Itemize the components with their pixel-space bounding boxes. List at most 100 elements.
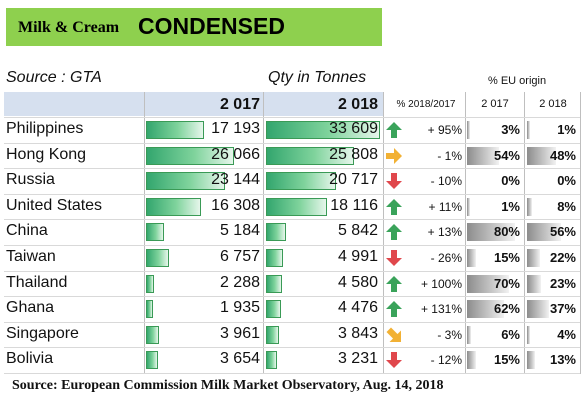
eu-origin-2018: 48% (549, 148, 576, 163)
grid-hline (4, 143, 580, 144)
change-percent: - 12% (430, 353, 462, 367)
change-percent: + 131% (420, 302, 462, 316)
grid-hline (4, 347, 580, 348)
country-name: Bolivia (6, 350, 54, 367)
bar-2018 (266, 147, 354, 165)
arrow-diagonal-down-icon (385, 326, 403, 344)
value-2018: 4 580 (337, 274, 378, 291)
footer-source: Source: European Commission Milk Market … (12, 378, 444, 393)
eu-share-bar-2018 (527, 147, 556, 165)
bar-2018 (266, 351, 277, 369)
value-2017: 3 961 (219, 325, 260, 342)
grid-vline (524, 92, 525, 374)
bar-2018 (266, 326, 279, 344)
grid-vline (465, 92, 466, 374)
country-name: Taiwan (6, 248, 56, 265)
bar-2017 (146, 147, 234, 165)
eu-share-bar-2018 (527, 275, 541, 293)
bar-2017 (146, 249, 169, 267)
eu-origin-2017: 0% (501, 173, 520, 188)
header-eu-2018: 2 018 (539, 98, 567, 110)
bar-2018 (266, 300, 281, 318)
bar-2017 (146, 351, 158, 369)
eu-share-bar-2017 (467, 121, 470, 139)
value-2017: 1 935 (219, 299, 260, 316)
eu-share-bar-2017 (467, 249, 476, 267)
change-percent: + 13% (427, 225, 462, 239)
arrow-down-icon (385, 249, 403, 267)
table-row: China 5 184 5 842 + 13% 80% 56% (0, 220, 584, 245)
eu-origin-2017: 1% (501, 199, 520, 214)
eu-origin-2018: 56% (549, 224, 576, 239)
eu-share-bar-2018 (527, 223, 561, 241)
value-2018: 3 231 (337, 350, 378, 367)
eu-share-bar-2018 (527, 326, 530, 344)
eu-origin-2017: 62% (493, 301, 520, 316)
title-product: Milk & Cream (18, 19, 120, 36)
change-percent: + 100% (420, 277, 462, 291)
title-category: CONDENSED (138, 13, 285, 39)
eu-origin-2017: 15% (493, 352, 520, 367)
arrow-down-icon (385, 351, 403, 369)
eu-share-bar-2017 (467, 198, 470, 216)
eu-origin-2018: 4% (557, 327, 576, 342)
eu-origin-2017: 54% (493, 148, 520, 163)
value-2017: 26 066 (211, 146, 260, 163)
country-name: Russia (6, 171, 55, 188)
value-2018: 18 116 (330, 197, 378, 214)
value-2018: 33 609 (329, 120, 378, 137)
table-row: Ghana 1 935 4 476 + 131% 62% 37% (0, 297, 584, 322)
eu-share-bar-2017 (467, 147, 499, 165)
header-2017: 2 017 (219, 96, 260, 113)
bar-2017 (146, 198, 201, 216)
grid-hline (4, 373, 580, 374)
country-name: Hong Kong (6, 146, 87, 163)
country-name: Philippines (6, 120, 84, 137)
eu-origin-2018: 0% (557, 173, 576, 188)
arrow-right-icon (385, 147, 403, 165)
table-row: United States 16 308 18 116 + 11% 1% 8% (0, 195, 584, 220)
grid-hline (4, 194, 580, 195)
eu-share-bar-2018 (527, 249, 540, 267)
source-label: Source : GTA (6, 69, 102, 86)
eu-share-bar-2017 (467, 351, 476, 369)
change-percent: + 95% (427, 123, 462, 137)
arrow-up-icon (385, 121, 403, 139)
grid-hline (4, 168, 580, 169)
eu-share-bar-2018 (527, 198, 532, 216)
bar-2018 (266, 275, 282, 293)
value-2017: 16 308 (211, 197, 260, 214)
grid-hline (4, 245, 580, 246)
eu-share-bar-2017 (467, 300, 504, 318)
bar-2017 (146, 172, 225, 190)
eu-origin-2018: 22% (549, 250, 576, 265)
eu-origin-2018: 13% (549, 352, 576, 367)
eu-origin-2018: 1% (557, 122, 576, 137)
eu-origin-2017: 70% (493, 276, 520, 291)
bar-2018 (266, 198, 327, 216)
arrow-down-icon (385, 172, 403, 190)
eu-share-bar-2018 (527, 351, 535, 369)
eu-share-bar-2017 (467, 326, 471, 344)
arrow-up-icon (385, 300, 403, 318)
table-row: Philippines 17 193 33 609 + 95% 3% 1% (0, 118, 584, 143)
arrow-up-icon (385, 223, 403, 241)
eu-share-bar-2017 (467, 275, 509, 293)
bar-2017 (146, 223, 164, 241)
value-2018: 4 476 (337, 299, 378, 316)
bar-2017 (146, 121, 204, 139)
change-percent: - 26% (430, 251, 462, 265)
eu-share-bar-2017 (467, 223, 515, 241)
bar-2018 (266, 223, 286, 241)
value-2017: 23 144 (211, 171, 260, 188)
header-eu-2017: 2 017 (481, 98, 509, 110)
eu-share-bar-2018 (527, 300, 549, 318)
grid-hline (4, 219, 580, 220)
eu-origin-2017: 80% (493, 224, 520, 239)
grid-vline (383, 92, 384, 374)
value-2018: 25 808 (329, 146, 378, 163)
title-banner: Milk & Cream CONDENSED (6, 8, 382, 46)
table-row: Hong Kong 26 066 25 808 - 1% 54% 48% (0, 144, 584, 169)
country-name: Thailand (6, 274, 68, 291)
value-2018: 5 842 (337, 222, 378, 239)
